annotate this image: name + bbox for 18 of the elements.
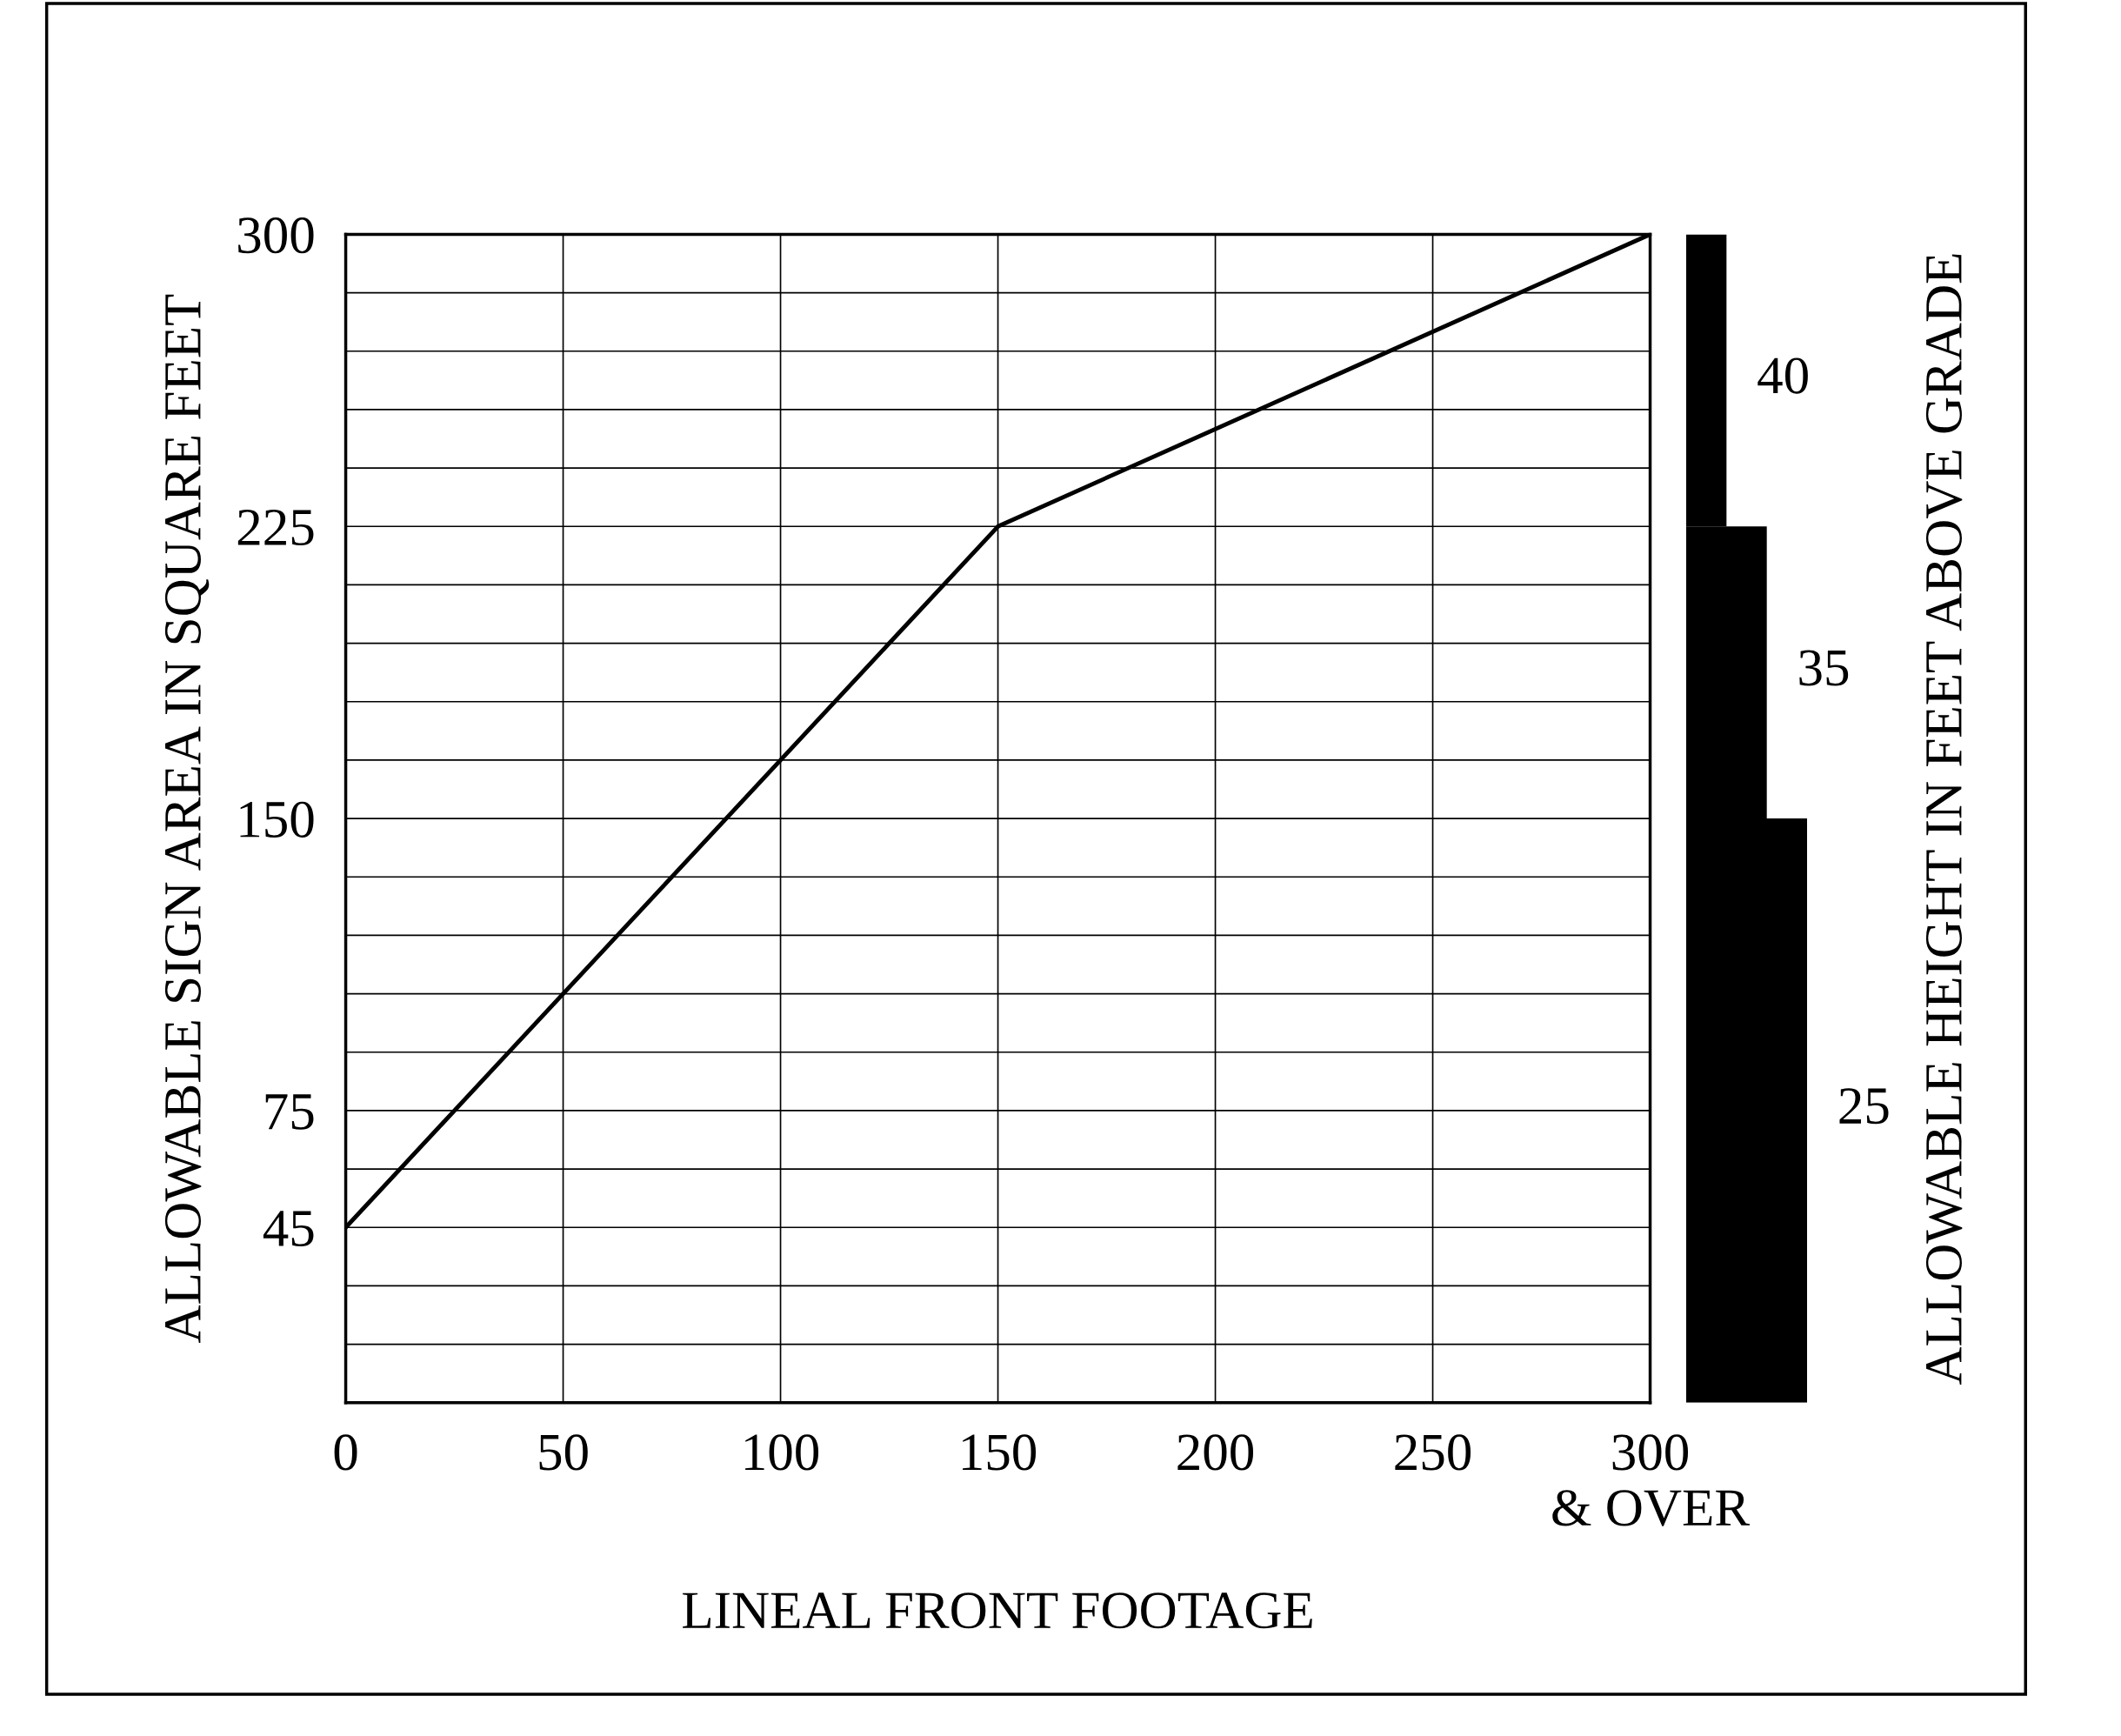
x-tick-label: 250 xyxy=(1395,1434,1471,1471)
y-tick-label: 75 xyxy=(265,1094,314,1130)
x-axis-title: LINEAL FRONT FOOTAGE xyxy=(683,1592,1312,1629)
x-tick-label: 100 xyxy=(745,1434,819,1471)
y-axis-title: ALLOWABLE HEIGHT IN FEET ABOVE GRADE xyxy=(1925,254,1963,1385)
x-tick-label: 200 xyxy=(1177,1434,1254,1471)
text: 25 xyxy=(1839,1088,1889,1125)
y-tick-label: 150 xyxy=(240,801,314,838)
x-tick-label: 0 xyxy=(334,1434,357,1471)
y-tick-label: 300 xyxy=(238,217,314,254)
x-tick-label: 50 xyxy=(539,1434,588,1471)
y-tick-label: 225 xyxy=(237,510,314,546)
annotation: 35 xyxy=(1799,650,1849,686)
annotation: 40 xyxy=(1757,357,1808,394)
y-axis-title: ALLOWABLE SIGN AREA IN SQUARE FEET xyxy=(164,294,210,1343)
x-tick-label: 150 xyxy=(963,1434,1037,1471)
y-tick-label: 45 xyxy=(263,1211,314,1247)
x-tick-label: 300 & OVER xyxy=(1552,1434,1751,1526)
